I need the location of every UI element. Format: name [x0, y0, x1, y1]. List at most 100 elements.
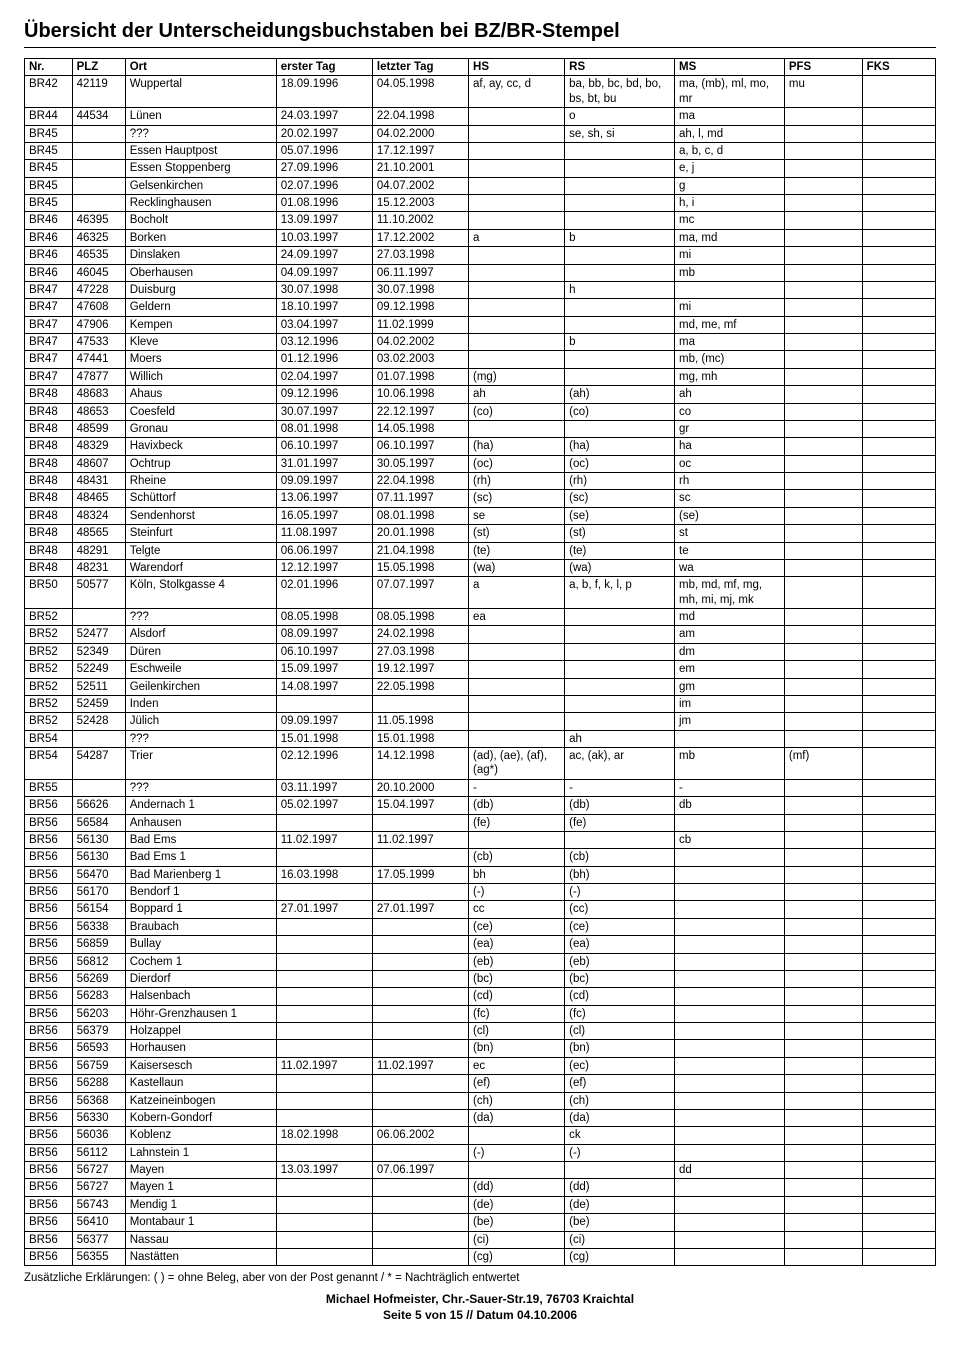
table-cell: [862, 901, 935, 918]
table-row: BR5252511Geilenkirchen14.08.199722.05.19…: [25, 678, 936, 695]
table-cell: [784, 901, 862, 918]
table-cell: [862, 748, 935, 780]
table-cell: g: [675, 177, 785, 194]
table-cell: Montabaur 1: [125, 1214, 276, 1231]
table-cell: mb, md, mf, mg, mh, mi, mj, mk: [675, 577, 785, 609]
table-cell: [862, 713, 935, 730]
table-cell: Duisburg: [125, 281, 276, 298]
table-cell: [565, 643, 675, 660]
table-cell: 48565: [72, 525, 125, 542]
col-header: HS: [469, 59, 565, 76]
table-cell: (fe): [469, 814, 565, 831]
table-cell: 27.01.1997: [372, 901, 468, 918]
table-cell: BR55: [25, 779, 73, 796]
table-cell: Boppard 1: [125, 901, 276, 918]
table-row: BR5656812Cochem 1(eb)(eb): [25, 953, 936, 970]
table-row: BR4242119Wuppertal18.09.199604.05.1998af…: [25, 76, 936, 108]
table-row: BR5252428Jülich09.09.199711.05.1998jm: [25, 713, 936, 730]
table-cell: [862, 849, 935, 866]
table-row: BR45Essen Hauptpost05.07.199617.12.1997a…: [25, 142, 936, 159]
table-cell: [565, 1162, 675, 1179]
table-cell: 17.12.1997: [372, 142, 468, 159]
table-cell: [784, 1231, 862, 1248]
table-cell: 56379: [72, 1023, 125, 1040]
table-cell: ???: [125, 609, 276, 626]
table-cell: [72, 125, 125, 142]
table-cell: [862, 970, 935, 987]
table-cell: [675, 1214, 785, 1231]
table-cell: (ah): [565, 386, 675, 403]
table-cell: 17.12.2002: [372, 229, 468, 246]
table-cell: BR46: [25, 247, 73, 264]
table-cell: (rh): [565, 473, 675, 490]
table-cell: 03.02.2003: [372, 351, 468, 368]
table-cell: 04.05.1998: [372, 76, 468, 108]
table-cell: Düren: [125, 643, 276, 660]
table-cell: Kleve: [125, 334, 276, 351]
table-cell: [784, 1248, 862, 1265]
table-cell: [784, 108, 862, 125]
table-cell: 04.02.2000: [372, 125, 468, 142]
table-row: BR5656170Bendorf 1(-)(-): [25, 884, 936, 901]
table-cell: BR47: [25, 368, 73, 385]
table-cell: BR56: [25, 1005, 73, 1022]
table-cell: BR56: [25, 970, 73, 987]
table-cell: ha: [675, 438, 785, 455]
table-cell: ac, (ak), ar: [565, 748, 675, 780]
table-cell: [72, 779, 125, 796]
table-cell: Holzappel: [125, 1023, 276, 1040]
table-cell: (te): [565, 542, 675, 559]
table-cell: BR56: [25, 1127, 73, 1144]
table-cell: 22.04.1998: [372, 108, 468, 125]
table-cell: Telgte: [125, 542, 276, 559]
table-cell: [72, 730, 125, 747]
table-cell: 30.07.1998: [372, 281, 468, 298]
table-cell: ah: [675, 386, 785, 403]
table-cell: af, ay, cc, d: [469, 76, 565, 108]
table-cell: [276, 1023, 372, 1040]
table-cell: [862, 316, 935, 333]
table-cell: [784, 247, 862, 264]
table-cell: 56154: [72, 901, 125, 918]
table-cell: [862, 1023, 935, 1040]
table-cell: 08.01.1998: [372, 507, 468, 524]
table-cell: [675, 1179, 785, 1196]
table-cell: Inden: [125, 695, 276, 712]
table-cell: 06.06.1997: [276, 542, 372, 559]
table-cell: Kobern-Gondorf: [125, 1109, 276, 1126]
table-cell: 22.12.1997: [372, 403, 468, 420]
table-cell: (eb): [565, 953, 675, 970]
table-cell: (-): [565, 1144, 675, 1161]
table-cell: [862, 142, 935, 159]
table-cell: [469, 125, 565, 142]
table-cell: [784, 490, 862, 507]
table-cell: dm: [675, 643, 785, 660]
table-cell: (cd): [469, 988, 565, 1005]
table-header-row: Nr.PLZOrterster Tagletzter TagHSRSMSPFSF…: [25, 59, 936, 76]
table-cell: [862, 1231, 935, 1248]
table-cell: 54287: [72, 748, 125, 780]
table-cell: [862, 1179, 935, 1196]
table-cell: 07.07.1997: [372, 577, 468, 609]
table-cell: (ci): [565, 1231, 675, 1248]
table-cell: 56626: [72, 797, 125, 814]
table-cell: 22.04.1998: [372, 473, 468, 490]
table-cell: Sendenhorst: [125, 507, 276, 524]
table-cell: [784, 1127, 862, 1144]
table-cell: -: [469, 779, 565, 796]
table-cell: [565, 831, 675, 848]
table-cell: ???: [125, 779, 276, 796]
table-cell: (de): [565, 1196, 675, 1213]
table-cell: 56203: [72, 1005, 125, 1022]
table-cell: [372, 1005, 468, 1022]
table-cell: 47877: [72, 368, 125, 385]
table-cell: e, j: [675, 160, 785, 177]
table-cell: Lahnstein 1: [125, 1144, 276, 1161]
table-cell: 07.06.1997: [372, 1162, 468, 1179]
table-cell: [862, 212, 935, 229]
table-cell: [784, 420, 862, 437]
table-cell: [784, 643, 862, 660]
table-row: BR54???15.01.199815.01.1998ah: [25, 730, 936, 747]
table-cell: [675, 849, 785, 866]
table-cell: [784, 1040, 862, 1057]
